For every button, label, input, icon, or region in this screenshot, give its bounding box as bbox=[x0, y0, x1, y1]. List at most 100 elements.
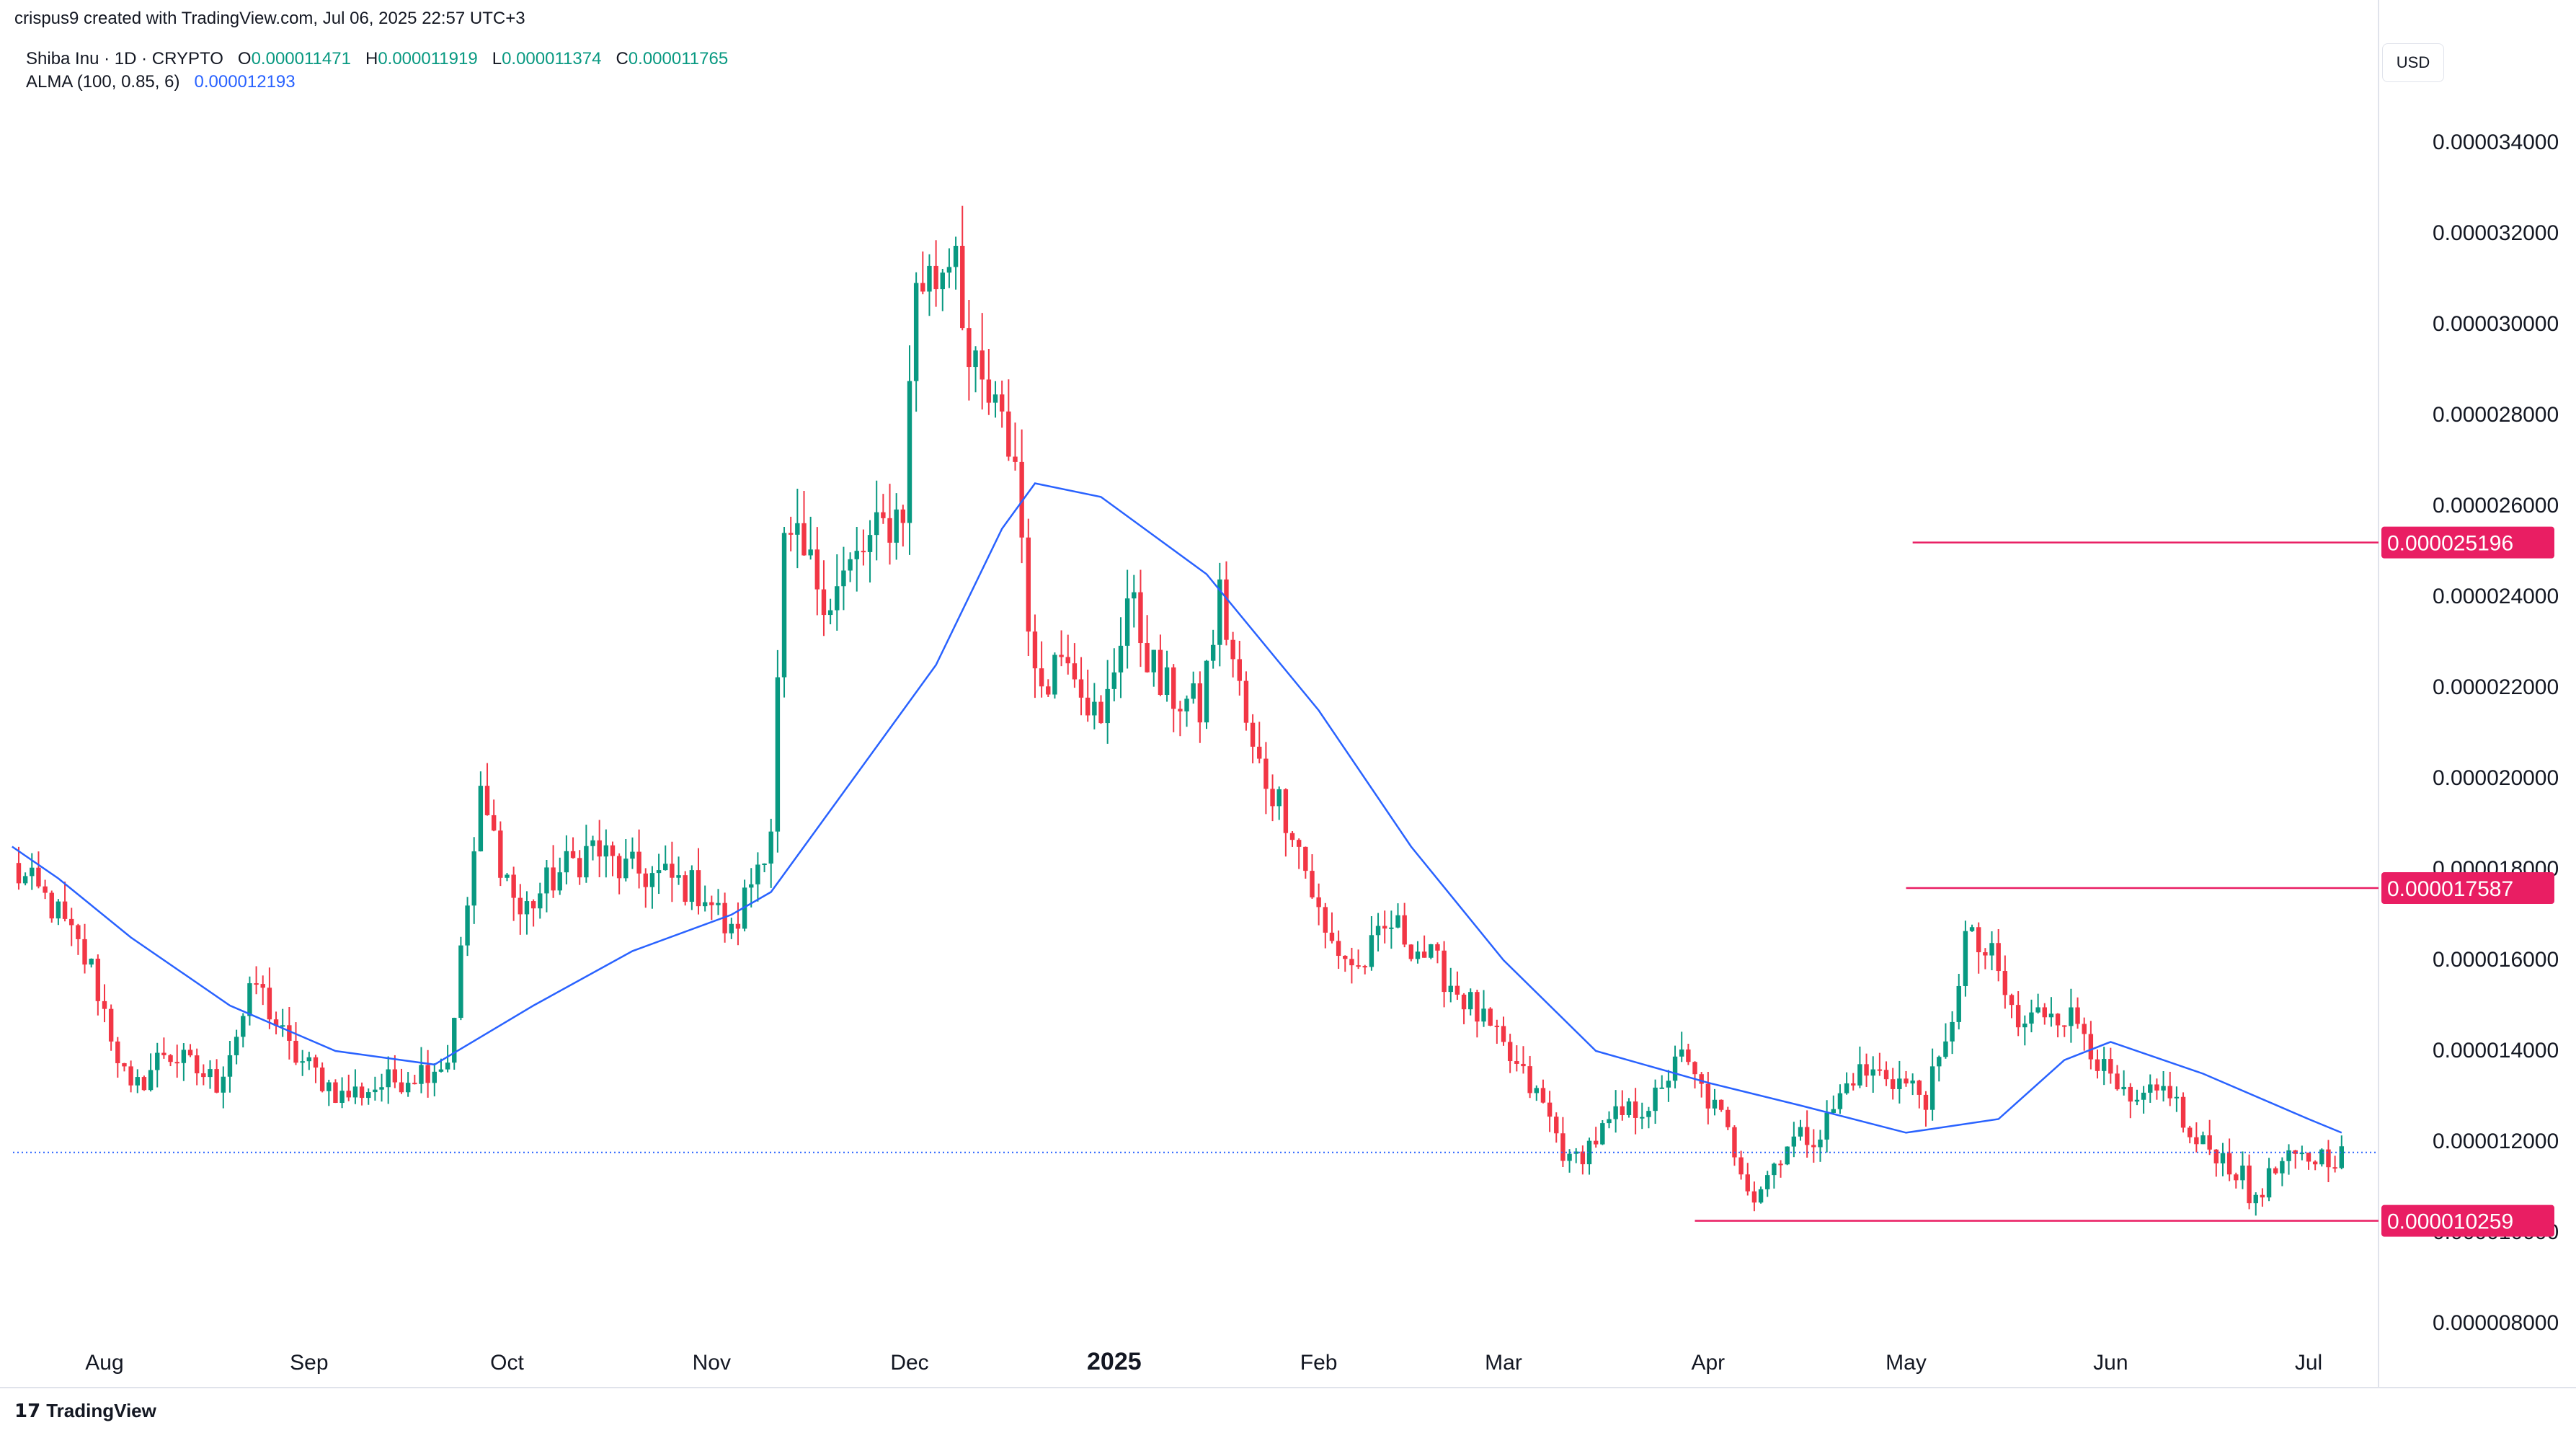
candle-body bbox=[1705, 1083, 1711, 1109]
candle-body bbox=[623, 859, 629, 879]
candle-body bbox=[1039, 668, 1044, 687]
candle-body bbox=[1758, 1189, 1764, 1203]
candle-body bbox=[1250, 722, 1256, 747]
symbol-name[interactable]: Shiba Inu · 1D · CRYPTO bbox=[26, 49, 223, 68]
tradingview-logo[interactable]: 𝟭𝟳 TradingView bbox=[14, 1400, 156, 1422]
candle-body bbox=[2260, 1194, 2265, 1198]
candle-body bbox=[1864, 1064, 1869, 1076]
candle-body bbox=[1547, 1102, 1553, 1117]
candle-body bbox=[412, 1083, 417, 1085]
candle-body bbox=[1065, 657, 1070, 664]
candle-body bbox=[801, 523, 807, 556]
candle-body bbox=[564, 851, 569, 873]
candle-body bbox=[1573, 1151, 1578, 1154]
chart-credit: crispus9 created with TradingView.com, J… bbox=[14, 9, 525, 28]
indicator-name[interactable]: ALMA (100, 0.85, 6) bbox=[26, 72, 180, 92]
candle-body bbox=[670, 864, 675, 878]
candle-body bbox=[1461, 994, 1467, 1010]
candle-body bbox=[2174, 1096, 2180, 1099]
candle-body bbox=[1111, 672, 1117, 689]
candle-body bbox=[2299, 1153, 2305, 1155]
currency-button[interactable]: USD bbox=[2382, 43, 2444, 82]
y-tick-label: 0.000008000 bbox=[2433, 1311, 2559, 1335]
candle-body bbox=[689, 870, 695, 902]
candle-body bbox=[1178, 709, 1183, 711]
candle-body bbox=[1046, 686, 1051, 695]
level-badge bbox=[2381, 526, 2554, 559]
candle-body bbox=[405, 1083, 411, 1093]
candle-body bbox=[339, 1091, 345, 1103]
candle-body bbox=[168, 1055, 173, 1062]
candle-body bbox=[709, 902, 714, 905]
candle-body bbox=[293, 1040, 298, 1063]
candle-body bbox=[2134, 1099, 2140, 1102]
x-tick-label: Feb bbox=[1300, 1351, 1338, 1375]
candle-body bbox=[1197, 683, 1203, 723]
candle-body bbox=[999, 394, 1005, 412]
candle-body bbox=[1607, 1119, 1612, 1124]
candle-body bbox=[1158, 649, 1163, 695]
candle-body bbox=[373, 1089, 378, 1093]
candle-body bbox=[775, 677, 781, 832]
time-axis[interactable]: Aug Sep Oct Nov Dec 2025 Feb Mar Apr May Jun Jul bbox=[85, 1348, 2322, 1375]
candle-body bbox=[1851, 1083, 1856, 1086]
candle-body bbox=[768, 831, 773, 864]
candle-body bbox=[960, 246, 965, 329]
candle-body bbox=[762, 863, 767, 865]
candle-body bbox=[643, 873, 648, 887]
candle-body bbox=[867, 535, 873, 552]
candle-body bbox=[1501, 1026, 1506, 1042]
candle-body bbox=[1316, 897, 1321, 908]
candle-body bbox=[2326, 1149, 2331, 1168]
candle-body bbox=[267, 988, 272, 1020]
candle-body bbox=[1738, 1157, 1744, 1175]
candle-body bbox=[2002, 971, 2008, 995]
y-tick-label: 0.000024000 bbox=[2433, 585, 2559, 608]
candle-body bbox=[1072, 663, 1078, 680]
candle-body bbox=[1257, 746, 1262, 759]
candle-body bbox=[161, 1052, 166, 1055]
candle-body bbox=[1488, 1008, 1493, 1026]
candle-body bbox=[2154, 1084, 2159, 1091]
price-axis[interactable]: 0.000034000 0.000032000 0.000030000 0.00002… bbox=[2433, 130, 2559, 1335]
y-tick-label: 0.000012000 bbox=[2433, 1130, 2559, 1153]
tradingview-logo-text: TradingView bbox=[46, 1400, 156, 1421]
candle-body bbox=[940, 272, 945, 290]
candle-body bbox=[590, 840, 595, 846]
candle-body bbox=[814, 549, 820, 590]
candle-body bbox=[1184, 698, 1189, 711]
candle-body bbox=[1567, 1153, 1572, 1161]
candle-body bbox=[2306, 1153, 2311, 1162]
candle-body bbox=[1402, 915, 1407, 945]
candle-body bbox=[1943, 1041, 1948, 1057]
candle-body bbox=[1429, 944, 1434, 958]
candle-body bbox=[208, 1069, 213, 1078]
candle-body bbox=[1600, 1123, 1605, 1145]
candle-body bbox=[1679, 1049, 1684, 1057]
close-label: C bbox=[616, 49, 629, 68]
candle-body bbox=[1765, 1175, 1770, 1189]
x-tick-label: Dec bbox=[890, 1351, 928, 1375]
candle-body bbox=[1969, 927, 1975, 931]
candle-body bbox=[854, 551, 859, 559]
candle-body bbox=[327, 1082, 332, 1091]
candle-body bbox=[115, 1041, 120, 1063]
candle-body bbox=[333, 1082, 338, 1103]
candle-body bbox=[2141, 1092, 2146, 1100]
candle-body bbox=[1804, 1127, 1810, 1145]
candle-body bbox=[1310, 871, 1315, 897]
candle-body bbox=[1844, 1083, 1849, 1093]
candle-body bbox=[1243, 680, 1249, 723]
candle-body bbox=[1369, 935, 1374, 967]
candle-body bbox=[570, 851, 576, 859]
candle-body bbox=[1343, 956, 1348, 959]
candle-body bbox=[1540, 1088, 1546, 1103]
candle-body bbox=[452, 1018, 457, 1063]
candle-body bbox=[2213, 1149, 2219, 1163]
candle-body bbox=[2055, 1013, 2061, 1026]
level-badges: 0.000025196 0.000017587 0.000010259 bbox=[2381, 526, 2554, 1237]
candle-body bbox=[1263, 758, 1269, 789]
candle-body bbox=[1976, 927, 1981, 953]
candle-body bbox=[1349, 959, 1354, 966]
